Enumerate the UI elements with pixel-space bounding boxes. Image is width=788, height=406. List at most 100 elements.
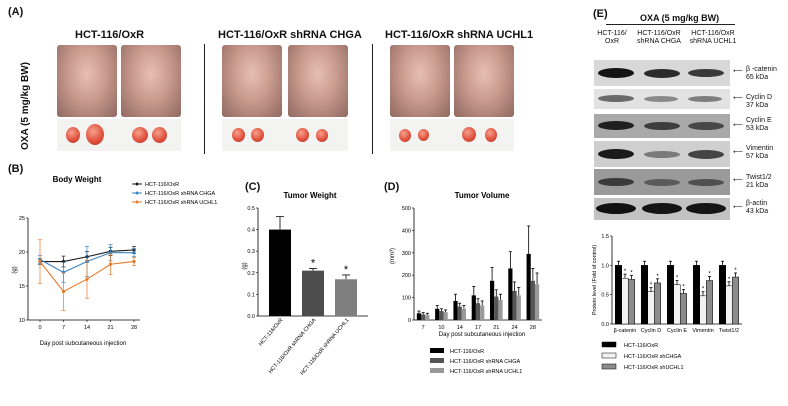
body-weight-legend: HCT-116/OxR HCT-116/OxR shRNA CHGA HCT-116… [132,182,217,206]
bar [494,296,499,320]
legend-label: HCT-116/OxR shRNA CHGA [450,359,521,365]
bar [443,312,448,320]
y-tick-label: 0.5 [601,293,609,299]
western-blot-strip [594,114,730,138]
panel-a-y-label: OXA (5 mg/kg BW) [20,62,31,150]
blot-band [688,96,722,102]
y-axis-label: (g) [242,262,248,269]
x-axis-label: Day post subcutaneous injection [439,332,525,338]
mouse-photo [121,45,181,117]
blot-band [598,68,634,78]
data-point [108,262,113,266]
x-axis-label: Day post subcutaneous injection [40,341,126,347]
panel-a-label: (A) [8,6,24,18]
excised-tumor [132,127,148,143]
legend-label: HCT-116/OxR [624,343,658,349]
significance-marker: * [702,287,705,293]
legend-label: HCT-116/OxR shUCHL1 [624,365,684,371]
bar [335,279,357,316]
blot-band [598,95,634,102]
y-tick-label: 200 [402,273,411,279]
bar [732,276,739,325]
mouse-photo [288,45,348,117]
legend-swatch [601,341,617,348]
blot-band [642,203,682,214]
bar [421,314,426,320]
x-tick-label: 21 [493,325,499,331]
bar [667,265,674,325]
data-point [108,251,113,255]
blot-name: Cyclin D [746,94,773,101]
bar [512,290,517,320]
y-tick-label: 400 [402,228,411,234]
bar [461,308,467,320]
excised-tumor [232,128,245,142]
significance-marker: * [708,271,711,277]
significance-marker: * [624,269,627,275]
arrow-icon: ⟵ [733,95,744,102]
bar [439,311,444,320]
bar [706,280,713,325]
bar [508,268,513,320]
blot-band [596,203,636,214]
blot-band [644,96,678,102]
blot-band [686,203,726,214]
x-tick-label: Cyclin D [641,328,662,334]
x-tick-label: 7 [422,325,425,331]
bar [725,285,733,325]
legend-label: HCT-116/OxR shRNA CHGA [145,191,216,197]
bar [302,270,324,316]
western-blot-strip [594,141,730,167]
x-tick-label: 0 [38,325,41,331]
significance-marker: * [650,283,653,289]
bar [453,300,458,320]
chart-title: Tumor Weight [283,191,336,200]
protein-level-chart: Protein level (Fold of control) 0.0 0.5 1.… [592,234,742,334]
x-tick-label: β-catenin [614,328,637,334]
blot-name: β-actin [746,200,768,207]
significance-marker: * [676,276,679,282]
x-tick-label: 28 [530,325,536,331]
blot-band [688,69,724,77]
excised-tumor [399,129,411,142]
group-divider [372,44,373,154]
mouse-photo [57,45,117,117]
x-tick-label: 28 [131,325,137,331]
tumor-volume-chart: Tumor Volume (mm³) Day post subcutaneous… [390,191,542,375]
western-blot-strip [594,60,730,86]
blot-size: 53 kDa [746,125,769,132]
x-tick-label: 17 [475,325,481,331]
x-tick-label: HCT-116/OxR [258,317,285,347]
bar [425,315,430,320]
significance-marker: * [734,268,737,274]
y-tick-label: 10 [19,318,25,324]
excised-tumor [296,128,309,142]
significance-marker: * [656,274,659,280]
panel-a-group-title: HCT-116/OxR shRNA UCHL1 [385,29,534,41]
bar [480,305,485,320]
bar [680,293,687,325]
x-tick-label: 14 [457,325,463,331]
y-tick-label: 0.4 [247,228,255,234]
blot-band [598,149,634,159]
arrow-icon: ⟵ [733,68,744,75]
significance-marker: * [682,284,685,290]
lane-label: HCT-116/OxR shRNA UCHL1 [689,30,737,45]
significance-marker: * [630,270,633,276]
blot-band [644,122,680,130]
blot-name: Cyclin E [746,117,772,124]
excised-tumor [86,124,104,145]
bar [475,303,481,320]
protein-level-legend: HCT-116/OxR HCT-116/OxR shCHGA HCT-116/OxR… [601,341,684,371]
bar [673,284,681,325]
blot-name: Vimentin [746,145,774,152]
blot-name: β -catenin [746,66,777,73]
panel-c-label: (C) [245,181,261,193]
y-axis-label: (mm³) [390,248,396,264]
y-tick-label: 0.5 [247,206,255,212]
blot-band [688,122,724,130]
bar [471,295,476,320]
treatment-bar [606,24,735,25]
data-point [38,259,42,264]
legend-swatch [430,358,444,363]
